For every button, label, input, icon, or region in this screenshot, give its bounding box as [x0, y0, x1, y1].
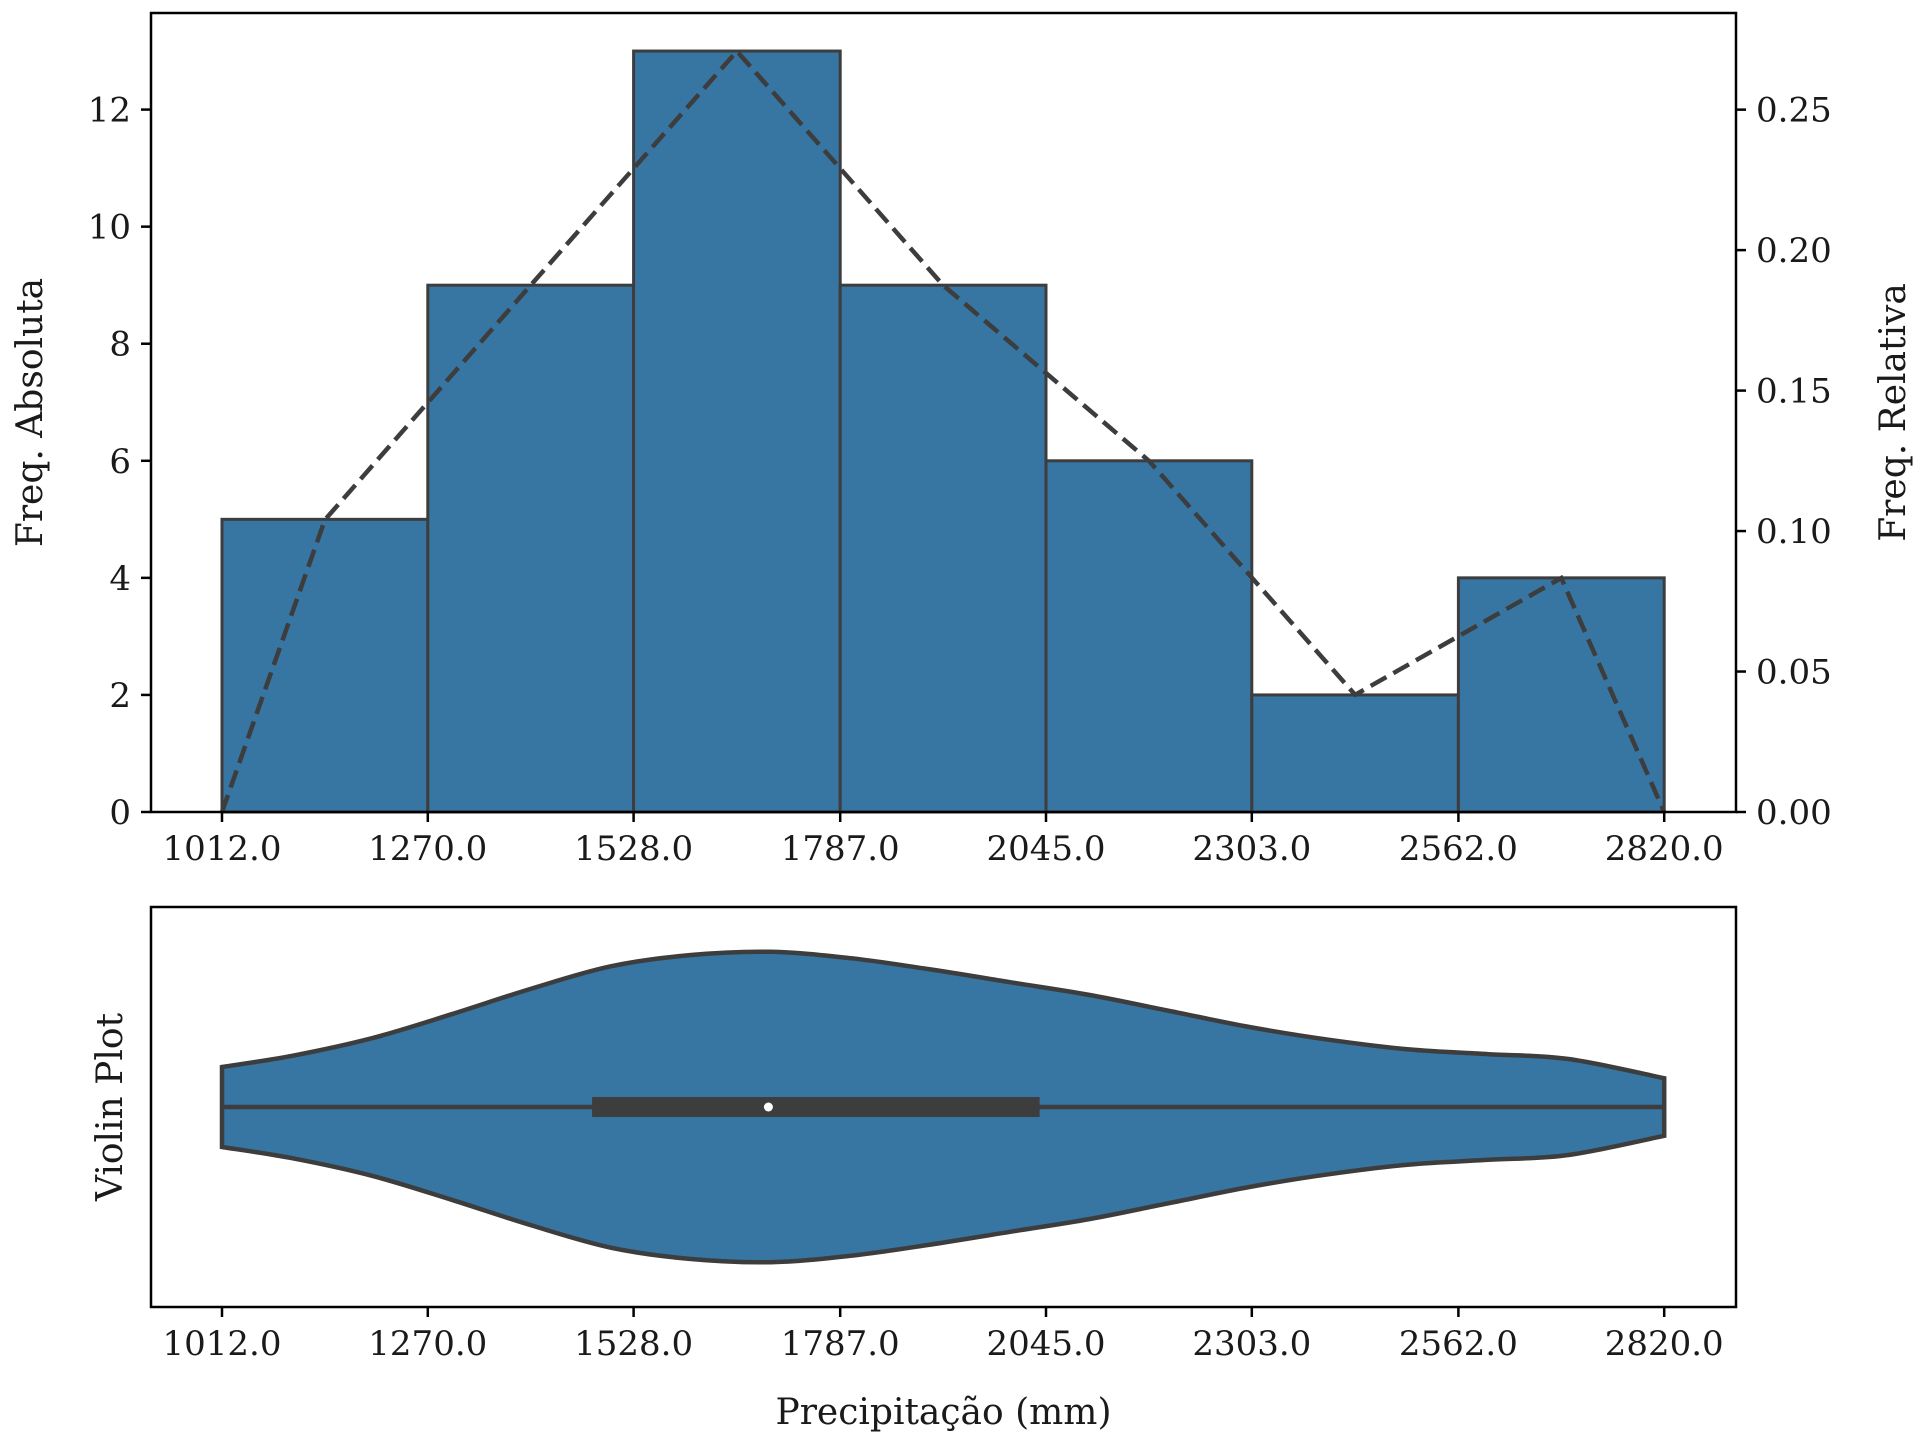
violin-y-axis-label: Violin Plot [90, 1012, 131, 1202]
left-y-tick-label: 6 [109, 442, 131, 482]
right-y-tick-label: 0.05 [1756, 653, 1832, 693]
left-y-tick-label: 10 [88, 208, 131, 248]
left-y-tick-label: 12 [88, 91, 131, 131]
left-y-axis-ticks: 0 2 4 6 8 10 12 [88, 91, 151, 833]
violin-x-axis-label: Precipitação (mm) [775, 1392, 1111, 1433]
violin-iqr-box [592, 1097, 1040, 1117]
violin-x-tick-label: 1528.0 [574, 1324, 693, 1364]
histogram-x-tick-label: 2045.0 [987, 829, 1106, 869]
left-y-axis-label: Freq. Absoluta [10, 278, 51, 547]
histogram-bar [632, 49, 842, 814]
violin-x-tick-label: 2303.0 [1192, 1324, 1311, 1364]
histogram-x-tick-label: 2820.0 [1605, 829, 1724, 869]
violin-axes-frame [149, 905, 1738, 1309]
violin-panel: 1012.0 1270.0 1528.0 1787.0 2045.0 2303.0 2562… [90, 905, 1738, 1433]
violin-x-axis-ticks: 1012.0 1270.0 1528.0 1787.0 2045.0 2303.0 2562… [163, 1307, 1724, 1364]
histogram-bar [426, 283, 636, 814]
histogram-panel: 0 2 4 6 8 10 12 0.00 0.05 0.10 0.15 0.20 0.25 1012.… [10, 11, 1914, 869]
histogram-x-tick-label: 1528.0 [574, 829, 693, 869]
histogram-bar [1456, 576, 1666, 814]
right-y-tick-label: 0.15 [1756, 372, 1832, 412]
violin-x-tick-label: 1270.0 [368, 1324, 487, 1364]
violin-x-tick-label: 1012.0 [163, 1324, 282, 1364]
histogram-x-tick-label: 1012.0 [163, 829, 282, 869]
violin-x-tick-label: 2045.0 [987, 1324, 1106, 1364]
left-y-tick-label: 8 [109, 325, 131, 365]
histogram-x-axis-ticks: 1012.0 1270.0 1528.0 1787.0 2045.0 2303.0 2562… [163, 812, 1724, 869]
histogram-bars [220, 49, 1666, 814]
left-y-tick-label: 0 [109, 793, 131, 833]
histogram-bar [1250, 693, 1460, 814]
right-y-tick-label: 0.10 [1756, 512, 1832, 552]
left-y-tick-label: 4 [109, 559, 131, 599]
histogram-x-tick-label: 1787.0 [781, 829, 900, 869]
right-y-axis-ticks: 0.00 0.05 0.10 0.15 0.20 0.25 [1736, 91, 1832, 833]
histogram-x-tick-label: 2303.0 [1192, 829, 1311, 869]
left-y-tick-label: 2 [109, 676, 131, 716]
histogram-bar [220, 517, 430, 814]
histogram-bar [1044, 459, 1254, 814]
violin-x-tick-label: 1787.0 [781, 1324, 900, 1364]
frequency-polygon-line [219, 47, 1667, 813]
violin-x-tick-label: 2820.0 [1605, 1324, 1724, 1364]
histogram-bar [838, 283, 1048, 814]
right-y-tick-label: 0.00 [1756, 793, 1832, 833]
right-y-axis-label: Freq. Relativa [1873, 283, 1914, 542]
right-y-tick-label: 0.25 [1756, 91, 1832, 131]
violin-median-marker [763, 1102, 773, 1112]
histogram-x-tick-label: 2562.0 [1399, 829, 1518, 869]
histogram-x-tick-label: 1270.0 [368, 829, 487, 869]
right-y-tick-label: 0.20 [1756, 231, 1832, 271]
histogram-axes-frame [149, 11, 1738, 814]
violin-x-tick-label: 2562.0 [1399, 1324, 1518, 1364]
